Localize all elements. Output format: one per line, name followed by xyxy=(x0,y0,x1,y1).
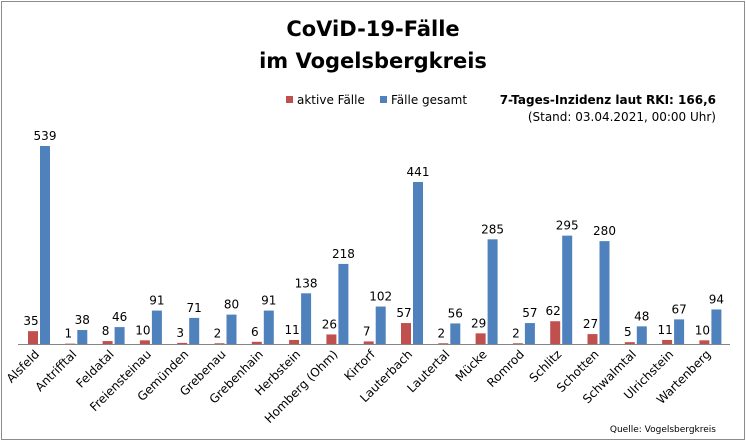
data-label-total: 94 xyxy=(709,292,724,306)
data-label-total: 539 xyxy=(34,129,57,143)
chart-subtitle: im Vogelsbergkreis xyxy=(259,49,487,73)
bar-total xyxy=(301,293,312,344)
bar-active xyxy=(662,339,673,344)
bar-active xyxy=(214,343,225,344)
data-label-total: 441 xyxy=(407,165,430,179)
data-label-active: 8 xyxy=(102,324,110,338)
bar-active xyxy=(587,334,598,344)
data-label-total: 102 xyxy=(369,290,392,304)
bar-active xyxy=(28,331,38,344)
bar-total xyxy=(114,327,125,344)
data-label-active: 2 xyxy=(214,326,222,340)
bar-total xyxy=(263,310,274,344)
bar-active xyxy=(624,342,635,344)
data-label-active: 5 xyxy=(624,325,632,339)
bar-total xyxy=(40,146,50,344)
data-label-total: 67 xyxy=(671,302,686,316)
bar-total xyxy=(226,314,237,344)
bar-active xyxy=(139,340,150,344)
bar-total xyxy=(524,323,535,344)
data-label-active: 7 xyxy=(363,324,371,338)
data-label-total: 295 xyxy=(556,219,579,233)
legend-label-active: aktive Fälle xyxy=(297,93,365,107)
bar-total xyxy=(77,330,88,344)
data-label-total: 285 xyxy=(481,222,504,236)
bar-active xyxy=(401,323,411,344)
data-label-active: 57 xyxy=(396,306,411,320)
category-label: Antrifftal xyxy=(32,347,79,394)
bar-total xyxy=(711,309,722,344)
data-label-total: 56 xyxy=(448,306,463,320)
data-label-total: 280 xyxy=(593,224,616,238)
data-label-active: 11 xyxy=(284,323,299,337)
chart-title: CoViD-19-Fälle xyxy=(286,17,459,41)
bar-total xyxy=(674,319,685,344)
data-label-total: 48 xyxy=(634,309,649,323)
bar-active xyxy=(363,341,374,344)
bar-total xyxy=(599,241,610,344)
data-label-active: 11 xyxy=(657,323,672,337)
data-label-active: 27 xyxy=(583,317,598,331)
data-label-total: 57 xyxy=(522,306,537,320)
data-label-total: 38 xyxy=(75,313,90,327)
bar-total xyxy=(151,310,162,344)
data-label-active: 6 xyxy=(251,325,259,339)
bar-total xyxy=(413,182,423,344)
data-label-active: 3 xyxy=(176,326,184,340)
bar-active xyxy=(177,342,188,344)
data-label-active: 35 xyxy=(23,314,38,328)
bar-active xyxy=(289,339,300,344)
data-label-active: 2 xyxy=(437,326,445,340)
bar-total xyxy=(562,235,573,344)
data-label-active: 62 xyxy=(546,304,561,318)
category-label: Romrod xyxy=(484,347,527,390)
data-label-total: 138 xyxy=(295,276,318,290)
bar-active xyxy=(550,321,561,344)
bar-active xyxy=(512,343,523,344)
bar-active xyxy=(251,341,262,344)
bar-total xyxy=(450,323,461,344)
data-label-total: 91 xyxy=(261,294,276,308)
stand-annotation: (Stand: 03.04.2021, 00:00 Uhr) xyxy=(528,110,716,124)
data-label-total: 71 xyxy=(187,301,202,315)
data-label-active: 26 xyxy=(322,317,337,331)
incidence-annotation: 7-Tages-Inzidenz laut RKI: 166,6 xyxy=(500,93,716,107)
bar-total xyxy=(487,239,498,344)
bar-active xyxy=(102,341,113,344)
data-label-total: 46 xyxy=(112,310,127,324)
legend-swatch-active xyxy=(286,96,293,103)
category-label: Mücke xyxy=(453,347,490,384)
data-label-active: 10 xyxy=(695,323,710,337)
data-label-active: 1 xyxy=(64,327,72,341)
data-label-total: 218 xyxy=(332,247,355,261)
legend-swatch-total xyxy=(380,96,387,103)
bar-total xyxy=(375,306,386,344)
data-label-total: 80 xyxy=(224,298,239,312)
data-label-active: 29 xyxy=(471,316,486,330)
category-label: Kirtorf xyxy=(342,347,379,384)
data-label-total: 91 xyxy=(149,294,164,308)
bar-active xyxy=(438,343,449,344)
bar-total xyxy=(636,326,647,344)
legend-label-total: Fälle gesamt xyxy=(391,93,467,107)
bar-total xyxy=(338,263,349,344)
bar-active xyxy=(699,340,710,344)
bar-total xyxy=(189,317,200,344)
bar-active xyxy=(65,343,76,345)
data-label-active: 2 xyxy=(512,326,520,340)
data-label-active: 10 xyxy=(135,323,150,337)
bar-active xyxy=(475,333,486,344)
source-annotation: Quelle: Vogelsbergkreis xyxy=(610,425,716,435)
bar-active xyxy=(326,334,337,344)
